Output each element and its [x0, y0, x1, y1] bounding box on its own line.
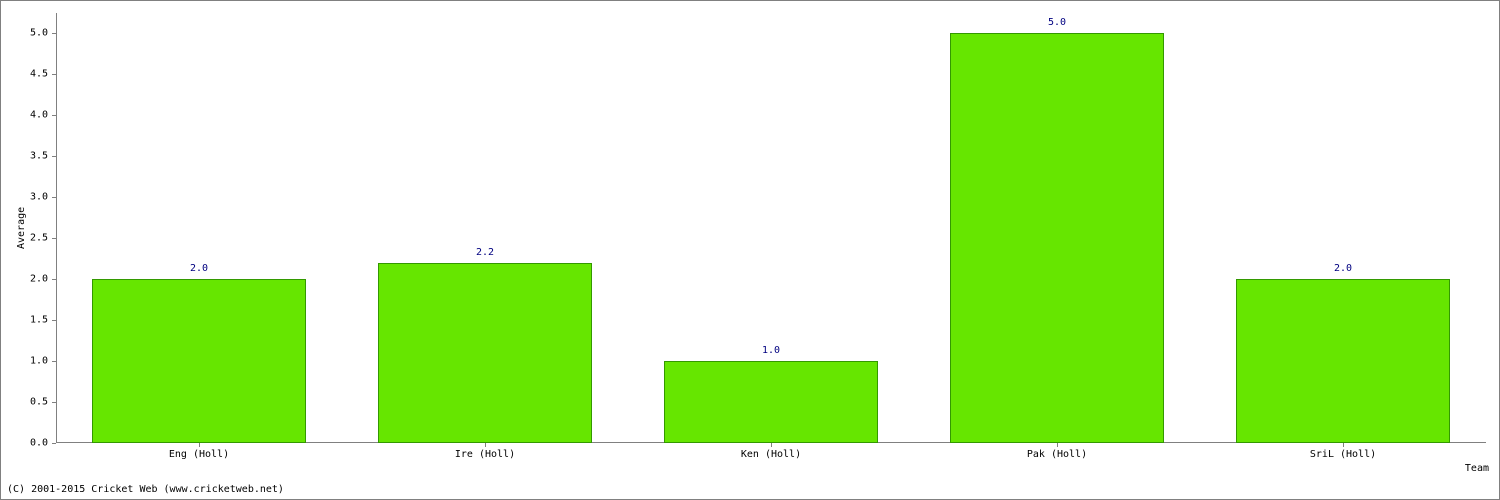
x-axis-title: Team: [1465, 463, 1489, 474]
y-tick-label: 2.0: [30, 274, 56, 285]
y-tick-label: 5.0: [30, 28, 56, 39]
bar: 5.0: [950, 33, 1165, 443]
bar-value-label: 2.2: [476, 247, 494, 264]
bar: 1.0: [664, 361, 879, 443]
x-tick-label: Ken (Holl): [741, 443, 801, 460]
bar-value-label: 2.0: [1334, 263, 1352, 280]
y-axis-line: [56, 13, 57, 443]
y-tick-label: 2.5: [30, 233, 56, 244]
bar-value-label: 5.0: [1048, 17, 1066, 34]
y-tick-label: 3.0: [30, 192, 56, 203]
y-tick-label: 3.5: [30, 151, 56, 162]
y-tick-label: 0.5: [30, 397, 56, 408]
x-tick-label: Pak (Holl): [1027, 443, 1087, 460]
bar: 2.0: [1236, 279, 1451, 443]
chart-container: Average Team 0.00.51.01.52.02.53.03.54.0…: [0, 0, 1500, 500]
x-tick-label: SriL (Holl): [1310, 443, 1376, 460]
bar-value-label: 1.0: [762, 345, 780, 362]
y-tick-label: 1.5: [30, 315, 56, 326]
bar: 2.0: [92, 279, 307, 443]
x-tick-label: Eng (Holl): [169, 443, 229, 460]
bar: 2.2: [378, 263, 593, 443]
y-axis-title: Average: [16, 207, 27, 249]
x-tick-label: Ire (Holl): [455, 443, 515, 460]
copyright-text: (C) 2001-2015 Cricket Web (www.cricketwe…: [7, 484, 284, 495]
bar-value-label: 2.0: [190, 263, 208, 280]
y-tick-label: 4.5: [30, 69, 56, 80]
y-tick-label: 0.0: [30, 438, 56, 449]
plot-area: 0.00.51.01.52.02.53.03.54.04.55.0Eng (Ho…: [56, 13, 1486, 443]
y-tick-label: 1.0: [30, 356, 56, 367]
y-tick-label: 4.0: [30, 110, 56, 121]
